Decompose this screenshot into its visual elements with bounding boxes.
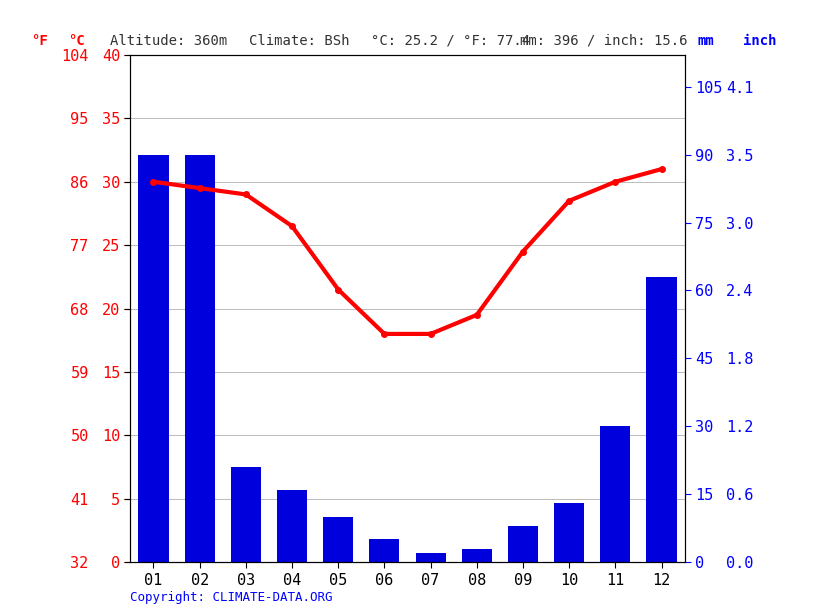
Text: mm: 396 / inch: 15.6: mm: 396 / inch: 15.6: [520, 34, 688, 48]
Bar: [369, 540, 399, 562]
Bar: [416, 553, 446, 562]
Bar: [231, 467, 261, 562]
Bar: [185, 155, 214, 562]
Text: Altitude: 360m: Altitude: 360m: [110, 34, 227, 48]
Text: Copyright: CLIMATE-DATA.ORG: Copyright: CLIMATE-DATA.ORG: [130, 591, 333, 604]
Text: °F: °F: [31, 34, 48, 48]
Bar: [462, 549, 491, 562]
Bar: [139, 155, 169, 562]
Bar: [277, 489, 307, 562]
Text: °C: °C: [68, 34, 85, 48]
Text: mm: mm: [698, 34, 715, 48]
Text: inch: inch: [743, 34, 777, 48]
Bar: [554, 503, 584, 562]
Bar: [601, 426, 630, 562]
Bar: [646, 277, 676, 562]
Bar: [324, 517, 353, 562]
Bar: [508, 526, 538, 562]
Text: Climate: BSh: Climate: BSh: [249, 34, 349, 48]
Text: °C: 25.2 / °F: 77.4: °C: 25.2 / °F: 77.4: [371, 34, 530, 48]
